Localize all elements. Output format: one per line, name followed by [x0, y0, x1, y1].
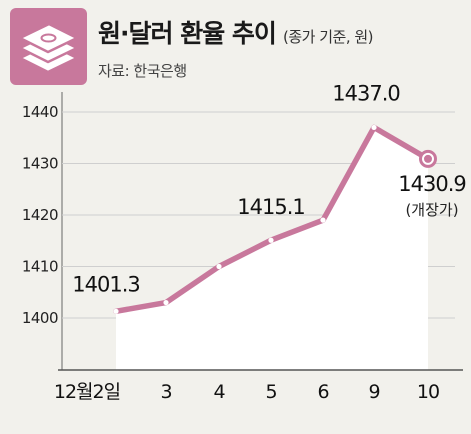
x-tick-label: 5: [265, 381, 276, 403]
y-tick-label: 1430: [22, 155, 58, 173]
x-tick-label: 10: [417, 381, 439, 403]
chart-subtitle: (종가 기준, 원): [283, 28, 374, 46]
chart-title-row: 원·달러 환율 추이 (종가 기준, 원): [98, 14, 374, 50]
data-point: [320, 217, 326, 223]
data-label-note: (개장가): [405, 201, 458, 219]
y-tick-label: 1400: [22, 309, 58, 327]
y-tick-label: 1410: [22, 258, 58, 276]
x-tick-label: 9: [368, 381, 379, 403]
data-label: 1430.9: [398, 172, 465, 196]
data-point-last-inner: [424, 154, 432, 163]
source-note: 자료: 한국은행: [98, 62, 187, 80]
x-tick-label: 6: [317, 381, 328, 403]
x-tick-label: 3: [160, 381, 171, 403]
data-point: [268, 237, 274, 243]
data-point: [216, 263, 222, 270]
x-tick-label: 12월2일: [54, 381, 120, 403]
area-fill: [116, 127, 428, 370]
data-point: [113, 308, 119, 314]
money-stack-icon: [10, 8, 87, 85]
y-tick-label: 1420: [22, 206, 58, 224]
y-tick-label: 1440: [22, 103, 58, 121]
data-point: [371, 124, 377, 131]
data-point: [163, 299, 169, 306]
x-tick-label: 4: [213, 381, 225, 403]
data-label: 1415.1: [237, 195, 304, 219]
data-label: 1401.3: [72, 272, 139, 296]
chart-title: 원·달러 환율 추이: [98, 19, 277, 48]
data-label: 1437.0: [332, 81, 399, 105]
